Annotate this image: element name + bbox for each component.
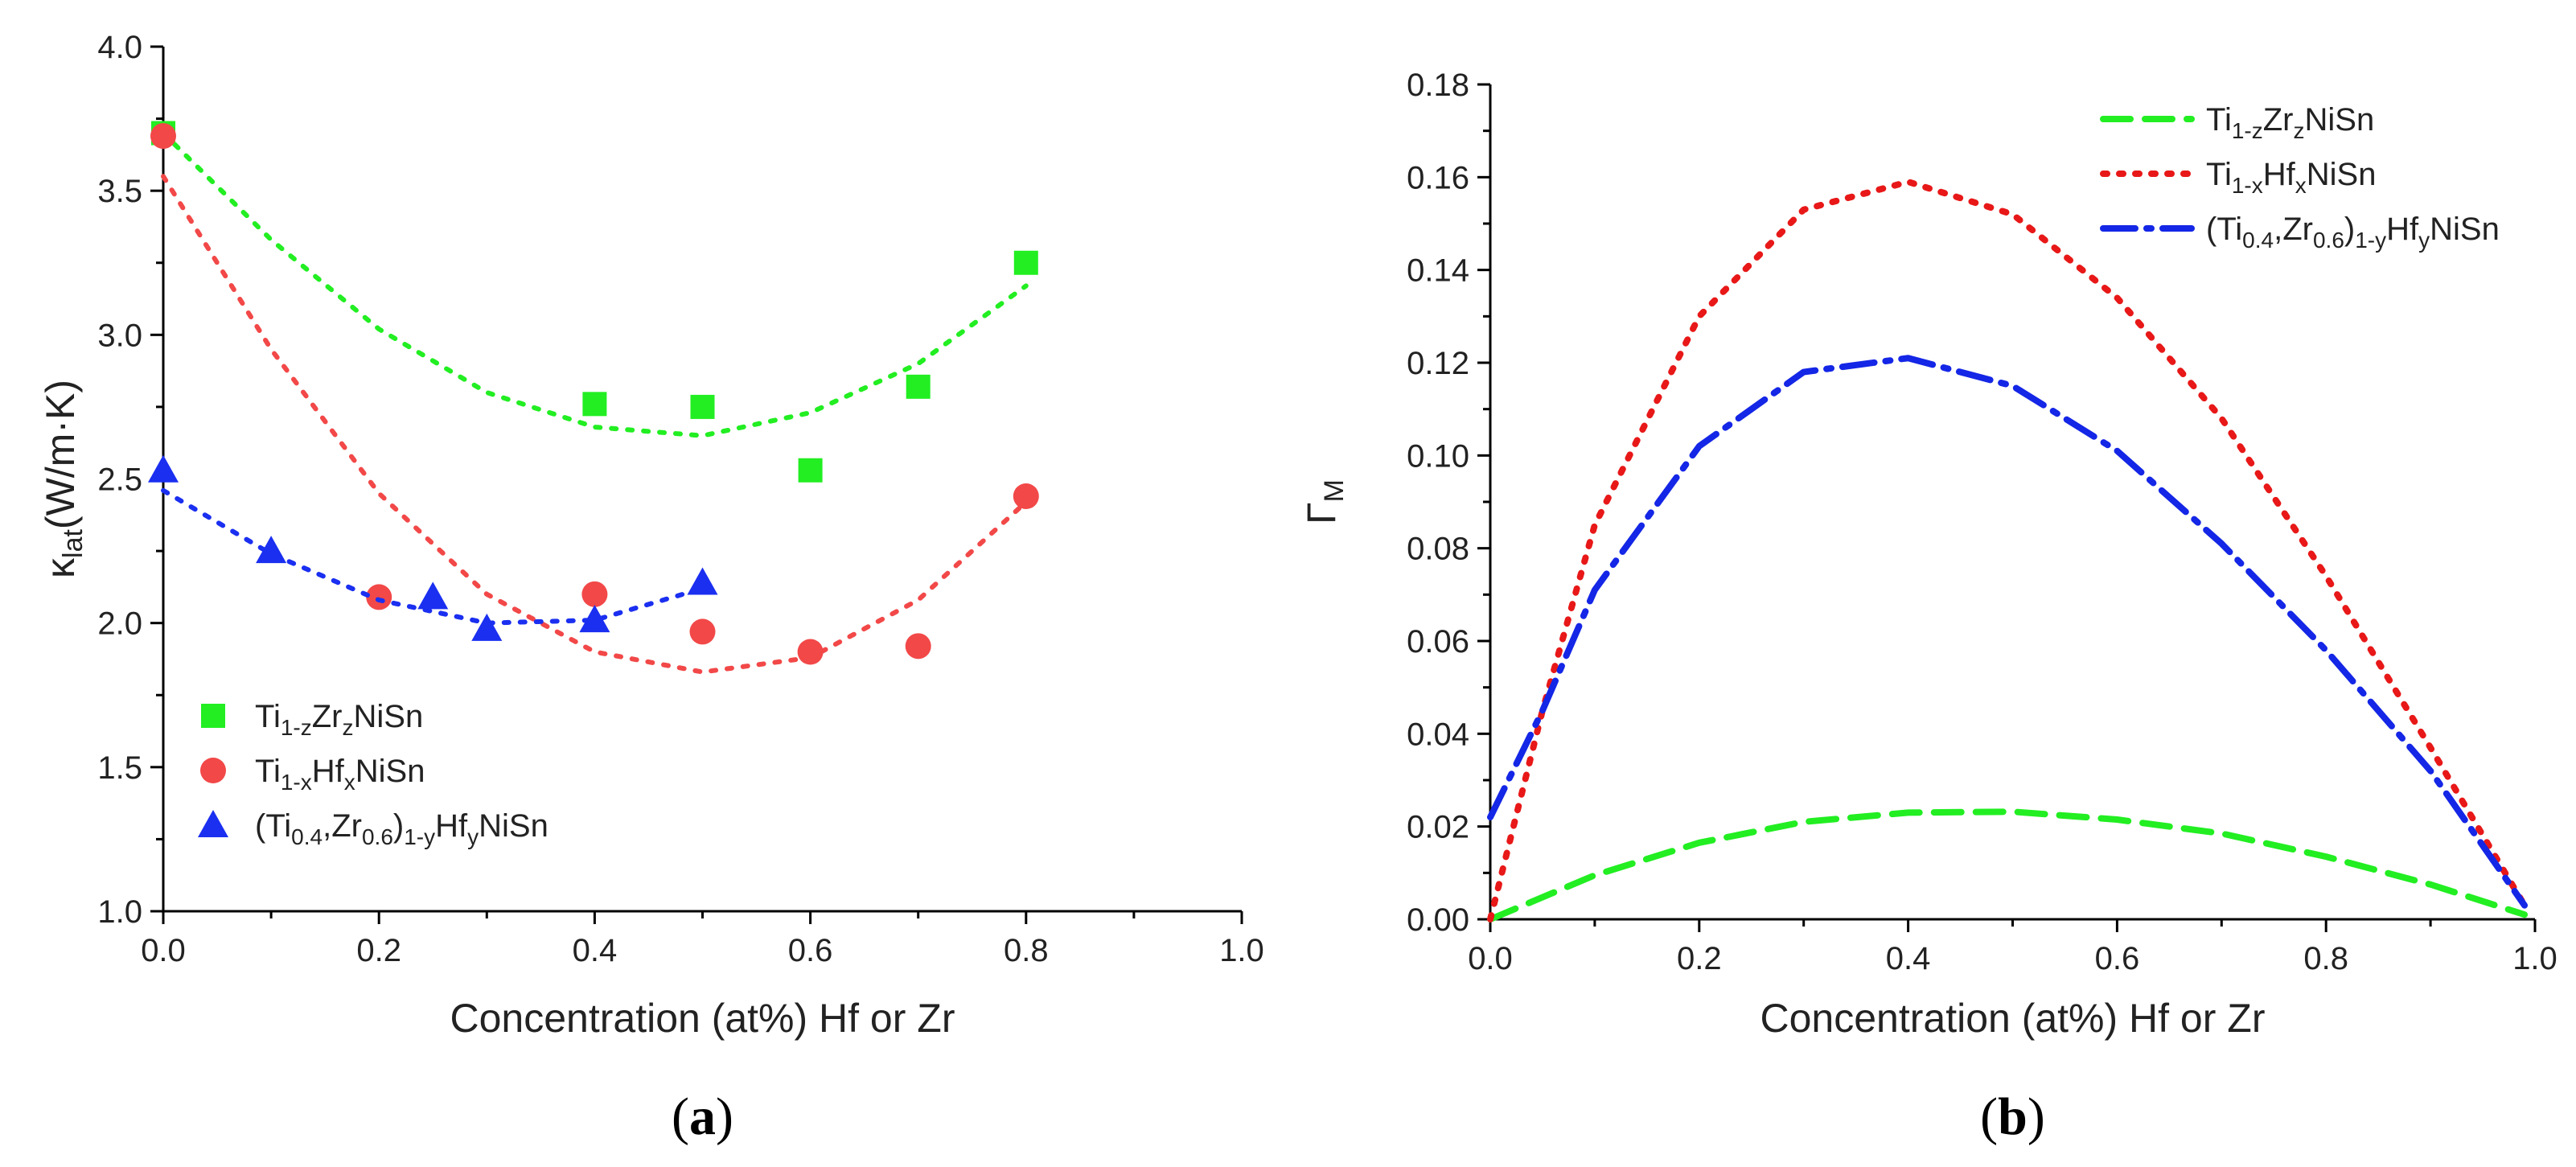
panel-a-legend-marker-2 [198,810,228,837]
panel-b-x-tick-label: 0.0 [1468,941,1513,976]
panel-a-x-tick-label: 0.0 [141,933,186,968]
panel-a-series-1-point [905,633,931,660]
panel-a-series-0-point [1013,250,1038,275]
panel-b-legend-label-2: (Ti0.4,Zr0.6)1-yHfyNiSn [2206,212,2500,253]
panel-b-x-tick-label: 0.8 [2303,941,2348,976]
panel-b-x-tick-label: 0.4 [1886,941,1931,976]
panel-b-y-tick-label: 0.08 [1407,532,1469,567]
panel-a-series-2-point [471,613,503,641]
panel-b-legend-label-1: Ti1-xHfxNiSn [2206,157,2376,198]
panel-a-series-1-fit-curve [161,174,1029,675]
panel-a-series-1-point [1013,483,1039,509]
panel-b-y-tick-label: 0.12 [1407,346,1469,381]
panel-a-x-tick-label: 1.0 [1219,933,1264,968]
panel-a-legend-label-1: Ti1-xHfxNiSn [255,754,425,795]
panel-a-x-axis-title: Concentration (at%) Hf or Zr [450,996,955,1041]
panel-b-series-1-line [1487,179,2529,923]
panel-a-legend-label-0: Ti1-zZrzNiSn [255,699,423,740]
panel-a-legend-marker-1 [200,758,226,783]
panel-a-series-1-point [366,584,392,610]
panel-a-legend-marker-0 [201,704,225,728]
panel-b-x-tick-label: 0.2 [1677,941,1722,976]
panel-a-x-tick-label: 0.2 [356,933,401,968]
panel-b-series-0-line [1487,808,2529,923]
panel-b-y-tick-label: 0.04 [1407,717,1469,752]
panel-a-chart: 0.0 0.2 0.4 0.6 0.8 1.0 1.0 1.5 2.0 2.5 3.0 3.5 4.0 C… [38,30,1264,1146]
panel-a-y-tick-label: 4.0 [97,30,142,65]
panel-b-x-axis-title: Concentration (at%) Hf or Zr [1760,996,2266,1041]
panel-b-x-tick-label: 1.0 [2512,941,2558,976]
panel-b-y-tick-label: 0.14 [1407,253,1469,289]
panel-a-y-tick-label: 3.0 [97,318,142,353]
panel-a-y-tick-label: 2.5 [97,462,142,498]
panel-b-y-tick-label: 0.00 [1407,902,1469,938]
panel-b-y-tick-label: 0.02 [1407,810,1469,845]
panel-a-series-2-point [687,567,718,595]
panel-a-series-1-point [797,639,824,665]
panel-a-series-2-point [256,536,287,564]
panel-a-series-2-point [579,605,610,633]
panel-a-x-tick-label: 0.4 [573,933,618,968]
panel-a-series-0-fit-curve [161,130,1029,438]
panel-a-series-0-point [582,392,607,417]
panel-b-y-axis-title: ΓM [1299,479,1350,524]
panel-a-y-axis-title: κlat(W/m·K) [38,380,88,578]
panel-a-y-tick-label: 1.0 [97,894,142,930]
panel-a-y-tick-label: 1.5 [97,750,142,786]
panel-a-y-tick-label: 2.0 [97,606,142,642]
panel-b-label: (b) [1980,1087,2045,1146]
panel-a-series-1-point [689,618,716,645]
panel-b-series-2-line [1487,355,2529,909]
panel-a-series-0-point [798,458,823,483]
panel-b-chart: 0.0 0.2 0.4 0.6 0.8 1.0 0.00 0.02 0.04 0.06 0.08 0.… [1299,68,2558,1146]
panel-b-y-tick-label: 0.16 [1407,160,1469,195]
panel-a-x-tick-label: 0.8 [1004,933,1049,968]
panel-a-series-2-point [417,581,449,610]
panel-a-series-2-point [148,454,179,483]
panel-b-y-tick-label: 0.06 [1407,624,1469,660]
panel-b-legend-label-0: Ti1-zZrzNiSn [2206,102,2374,143]
panel-b-y-tick-label: 0.10 [1407,438,1469,474]
panel-a-legend-label-2: (Ti0.4,Zr0.6)1-yHfyNiSn [255,808,548,849]
panel-b-y-tick-label: 0.18 [1407,68,1469,103]
panel-b-x-tick-label: 0.6 [2095,941,2140,976]
panel-a-series-1-point [581,581,608,607]
panel-a-label: (a) [672,1087,733,1146]
panel-a-y-tick-label: 3.5 [97,174,142,209]
panel-a-x-tick-label: 0.6 [788,933,833,968]
panel-a-series-1-point [150,123,176,150]
panel-a-series-0-point [690,394,715,419]
panel-a-series-0-point [906,374,931,399]
